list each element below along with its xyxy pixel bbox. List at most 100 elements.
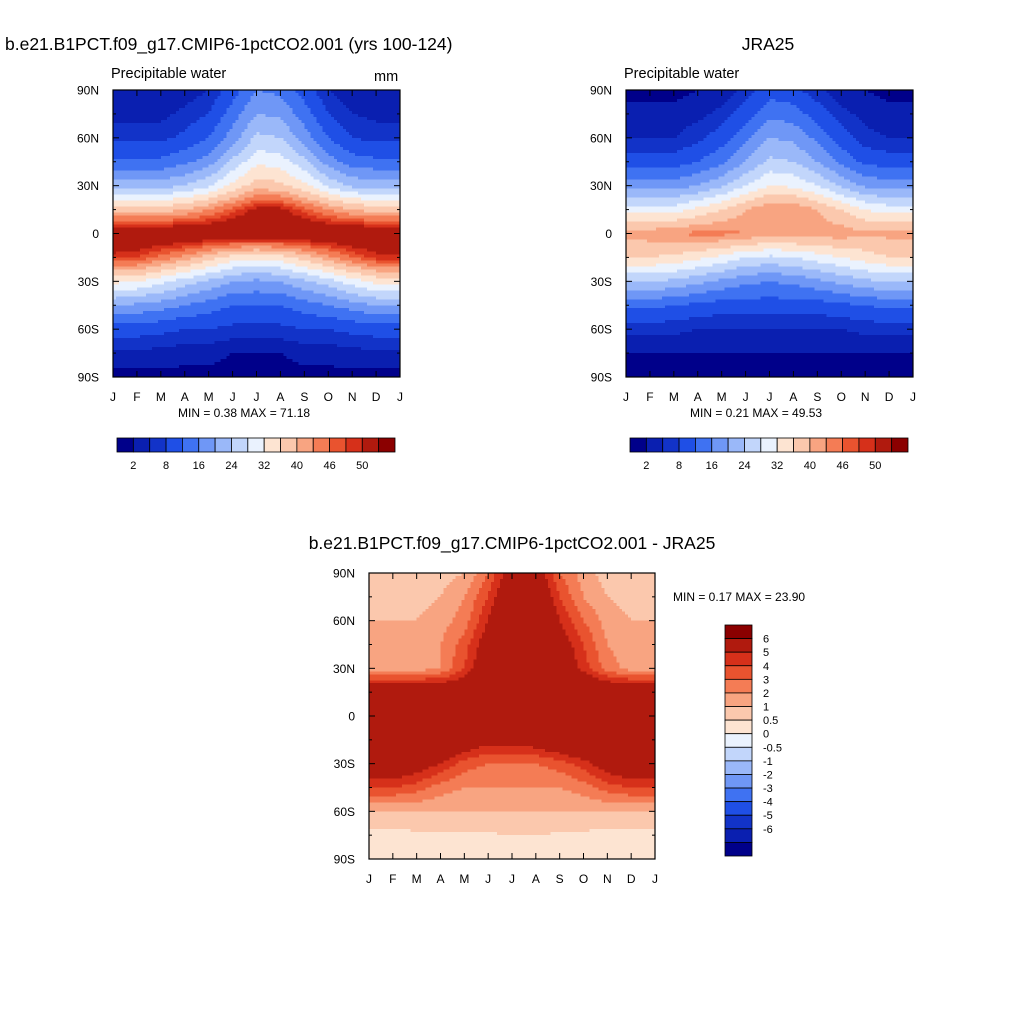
model-cell bbox=[136, 149, 141, 154]
model-cell bbox=[229, 110, 234, 115]
model-cell bbox=[211, 113, 216, 118]
model-cell bbox=[337, 146, 341, 151]
model-cell bbox=[253, 170, 258, 175]
model-cell bbox=[226, 110, 231, 115]
model-cell bbox=[325, 173, 329, 178]
model-cell bbox=[337, 131, 341, 136]
model-cell bbox=[175, 170, 180, 175]
model-cell bbox=[205, 146, 210, 151]
model-cell bbox=[304, 143, 308, 148]
model-cell bbox=[382, 90, 386, 94]
model-cell bbox=[169, 134, 174, 139]
model-cell bbox=[370, 137, 374, 142]
model-cell bbox=[325, 113, 329, 118]
model-cell bbox=[130, 161, 135, 166]
model-cell bbox=[169, 98, 174, 103]
model-cell bbox=[313, 161, 317, 166]
model-cell bbox=[364, 107, 368, 112]
model-cell bbox=[340, 116, 344, 121]
model-cell bbox=[253, 95, 258, 100]
model-cell bbox=[178, 128, 183, 133]
model-cell bbox=[265, 143, 270, 148]
model-cell bbox=[187, 170, 192, 175]
model-cell bbox=[169, 158, 174, 163]
model-cell bbox=[145, 95, 150, 100]
model-cell bbox=[163, 182, 168, 187]
model-cell bbox=[286, 134, 290, 139]
model-cell bbox=[136, 155, 141, 160]
model-cell bbox=[346, 161, 350, 166]
model-cell bbox=[274, 161, 279, 166]
model-cell bbox=[235, 137, 240, 142]
model-cell bbox=[139, 116, 144, 121]
model-cell bbox=[226, 143, 231, 148]
model-cell bbox=[208, 110, 213, 115]
model-cell bbox=[196, 119, 201, 124]
model-cell bbox=[130, 140, 135, 145]
model-cell bbox=[160, 131, 165, 136]
model-cell bbox=[247, 104, 252, 109]
model-cell bbox=[199, 137, 204, 142]
model-cell bbox=[316, 158, 320, 163]
model-cell bbox=[328, 149, 332, 154]
model-cell bbox=[145, 128, 150, 133]
model-cell bbox=[127, 164, 132, 169]
model-cell bbox=[181, 152, 186, 157]
model-cell bbox=[382, 161, 386, 166]
model-cell bbox=[331, 119, 335, 124]
model-cell bbox=[160, 116, 165, 121]
model-cell bbox=[217, 146, 222, 151]
model-cell bbox=[358, 170, 362, 175]
model-cell bbox=[199, 164, 204, 169]
model-cell bbox=[211, 125, 216, 130]
model-cell bbox=[376, 161, 380, 166]
model-cell bbox=[127, 128, 132, 133]
model-cell bbox=[361, 182, 365, 187]
model-cell bbox=[343, 176, 347, 181]
model-cell bbox=[175, 125, 180, 130]
model-cell bbox=[274, 95, 279, 100]
model-cell bbox=[250, 92, 255, 97]
model-cell bbox=[178, 101, 183, 106]
model-cell bbox=[352, 152, 356, 157]
model-cell bbox=[214, 173, 219, 178]
model-variable-label: Precipitable water bbox=[111, 66, 226, 82]
model-cell bbox=[337, 122, 341, 127]
model-cell bbox=[262, 110, 267, 115]
model-cell bbox=[187, 131, 192, 136]
model-cell bbox=[184, 137, 189, 142]
model-cell bbox=[160, 101, 165, 106]
model-cell bbox=[115, 104, 120, 109]
model-cell bbox=[376, 113, 380, 118]
model-cell bbox=[196, 95, 201, 100]
model-cell bbox=[274, 104, 279, 109]
model-cell bbox=[196, 134, 201, 139]
model-cell bbox=[361, 137, 365, 142]
model-cell bbox=[361, 116, 365, 121]
model-cell bbox=[316, 134, 320, 139]
model-cell bbox=[340, 167, 344, 172]
model-cell bbox=[214, 146, 219, 151]
model-cell bbox=[121, 158, 126, 163]
model-cell bbox=[397, 146, 401, 151]
model-cell bbox=[247, 164, 252, 169]
model-cell bbox=[232, 113, 237, 118]
model-cell bbox=[229, 125, 234, 130]
model-cell bbox=[118, 104, 123, 109]
model-cell bbox=[184, 134, 189, 139]
model-cell bbox=[157, 182, 162, 187]
model-cell bbox=[328, 158, 332, 163]
model-cell bbox=[313, 134, 317, 139]
model-cell bbox=[142, 182, 147, 187]
model-cell bbox=[163, 173, 168, 178]
model-cell bbox=[283, 104, 287, 109]
model-cell bbox=[334, 107, 338, 112]
model-cell bbox=[235, 182, 240, 187]
model-cell bbox=[241, 170, 246, 175]
model-cell bbox=[382, 113, 386, 118]
model-cell bbox=[397, 167, 401, 172]
model-cell bbox=[133, 176, 138, 181]
model-cell bbox=[382, 98, 386, 103]
model-cell bbox=[196, 98, 201, 103]
model-cell bbox=[175, 155, 180, 160]
